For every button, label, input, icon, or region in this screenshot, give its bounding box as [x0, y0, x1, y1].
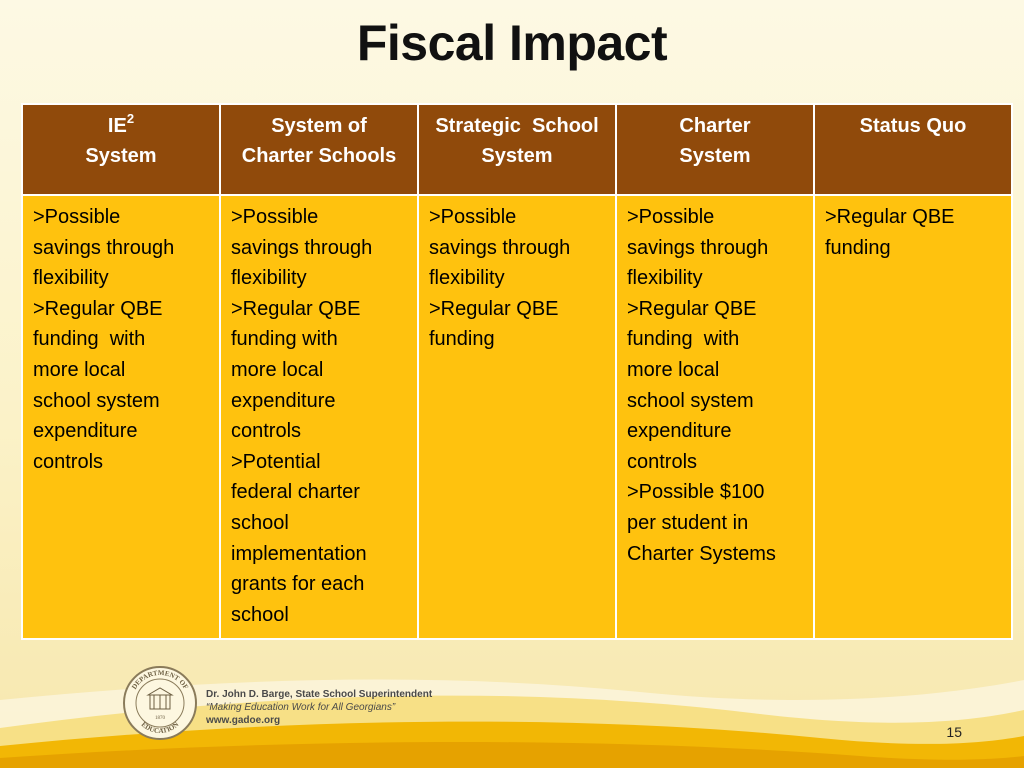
department-of-education-seal: DEPARTMENT OF EDUCATION 1870 [123, 666, 197, 740]
cell-text-line: expenditure [33, 420, 138, 443]
cell-text-line: flexibility [231, 267, 307, 290]
cell-text-line: per student in [627, 511, 749, 534]
header-label: Charter [679, 115, 751, 137]
header-label: Strategic School [435, 115, 599, 137]
cell-text-line: >Regular QBE [231, 297, 361, 320]
page-number: 15 [946, 724, 962, 740]
cell-status-quo: >Regular QBE funding [813, 194, 1013, 640]
header-label: Charter Schools [241, 145, 397, 167]
cell-text-line: funding with [33, 328, 146, 351]
cell-text-line: funding with [627, 328, 740, 351]
slide-title: Fiscal Impact [356, 15, 668, 71]
cell-text-line: funding [429, 328, 495, 351]
cell-text-line: school [231, 603, 289, 626]
cell-text-line: flexibility [627, 267, 703, 290]
footer-text-block: Dr. John D. Barge, State School Superint… [206, 688, 432, 727]
cell-text-line: >Regular QBE [429, 297, 559, 320]
cell-text-line: grants for each [231, 573, 365, 596]
header-charter-system: Charter System [615, 103, 815, 196]
cell-text-line: school [231, 511, 289, 534]
cell-text-line: savings through [33, 236, 175, 259]
header-ie2-system: IE2 System [21, 103, 221, 196]
cell-system-of-charter-schools: >Possible savings through flexibility >Regu… [219, 194, 419, 640]
footer-website: www.gadoe.org [206, 715, 281, 726]
cell-text-line: funding with [231, 328, 338, 351]
cell-text-line: >Regular QBE [825, 206, 955, 228]
superintendent-name: Dr. John D. Barge, State School Superint… [206, 689, 433, 700]
cell-text-line: expenditure [627, 420, 732, 443]
cell-strategic-school-system: >Possible savings through flexibility >Regu… [417, 194, 617, 640]
cell-text-line: school system [33, 389, 160, 412]
header-label: System [481, 145, 553, 167]
header-label: Status Quo [859, 115, 967, 137]
header-system-of-charter-schools: System of Charter Schools [219, 103, 419, 196]
cell-text-line: >Potential [231, 450, 321, 473]
cell-text-line: >Possible [429, 206, 517, 228]
footer-swoosh-decoration [0, 679, 1024, 768]
cell-text-line: controls [231, 420, 302, 443]
cell-text-line: more local [231, 358, 324, 381]
cell-text-line: more local [33, 358, 126, 381]
cell-text-line: flexibility [429, 267, 505, 290]
cell-text-line: funding [825, 236, 891, 259]
cell-text-line: more local [627, 358, 720, 381]
seal-year: 1870 [155, 716, 166, 721]
cell-charter-system: >Possible savings through flexibility >Regu… [615, 194, 815, 640]
cell-text-line: controls [627, 450, 698, 473]
cell-ie2-system: >Possible savings through flexibility >Regu… [21, 194, 221, 640]
cell-text-line: savings through [231, 236, 373, 259]
cell-text-line: expenditure [231, 389, 336, 412]
header-label: System [679, 145, 751, 167]
header-strategic-school-system: Strategic School System [417, 103, 617, 196]
table-header-row: IE2 System System of Charter Schools Str… [21, 103, 1013, 196]
cell-text-line: savings through [429, 236, 571, 259]
header-label: System [85, 145, 157, 167]
header-superscript: 2 [126, 111, 135, 127]
table-row: >Possible savings through flexibility >Regu… [21, 194, 1013, 640]
header-label: System of [271, 115, 367, 137]
cell-text-line: >Possible [231, 206, 319, 228]
cell-text-line: >Possible $100 [627, 481, 765, 504]
fiscal-impact-table: IE2 System System of Charter Schools Str… [21, 103, 1013, 640]
cell-text-line: controls [33, 450, 104, 473]
cell-text-line: >Regular QBE [33, 297, 163, 320]
footer-motto: “Making Education Work for All Georgians… [206, 702, 396, 713]
cell-text-line: >Possible [627, 206, 715, 228]
cell-text-line: savings through [627, 236, 769, 259]
cell-text-line: >Possible [33, 206, 121, 228]
cell-text-line: implementation [231, 542, 367, 565]
header-status-quo: Status Quo [813, 103, 1013, 196]
cell-text-line: flexibility [33, 267, 109, 290]
header-label: IE [107, 115, 127, 137]
cell-text-line: school system [627, 389, 754, 412]
cell-text-line: Charter Systems [627, 542, 776, 565]
cell-text-line: >Regular QBE [627, 297, 757, 320]
cell-text-line: federal charter [231, 481, 360, 504]
